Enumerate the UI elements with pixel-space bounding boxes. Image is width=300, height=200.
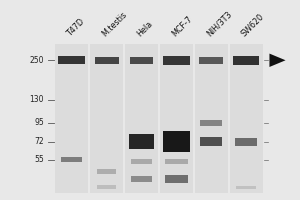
Bar (129, 134, 154, 149)
Text: T47D: T47D (65, 17, 87, 38)
Text: 250: 250 (29, 56, 44, 65)
Text: NIH/3T3: NIH/3T3 (205, 10, 233, 38)
Bar (163, 56, 190, 65)
Text: MCF-7: MCF-7 (170, 14, 194, 38)
Text: SW620: SW620 (240, 12, 266, 38)
Bar (160, 44, 193, 193)
Bar (58, 56, 85, 64)
Bar (195, 44, 228, 193)
Bar (131, 176, 152, 182)
Bar (235, 138, 257, 146)
Text: 95: 95 (34, 118, 44, 127)
Text: 130: 130 (29, 96, 44, 104)
Bar (199, 57, 223, 64)
Bar (95, 57, 118, 64)
Text: 55: 55 (34, 155, 44, 164)
Bar (165, 175, 188, 183)
Bar (236, 186, 256, 189)
Bar (61, 157, 82, 162)
Bar (200, 137, 222, 146)
Bar (130, 57, 154, 64)
Text: M.testis: M.testis (100, 10, 129, 38)
Bar (163, 131, 190, 152)
Bar (131, 159, 152, 164)
Polygon shape (269, 54, 286, 67)
Bar (55, 44, 88, 193)
Bar (232, 56, 260, 65)
Bar (230, 44, 262, 193)
Bar (97, 185, 116, 189)
Text: 72: 72 (34, 137, 44, 146)
Text: Hela: Hela (135, 19, 154, 38)
Bar (200, 120, 222, 126)
Bar (125, 44, 158, 193)
Bar (90, 44, 123, 193)
Bar (165, 159, 188, 164)
Bar (97, 169, 116, 174)
